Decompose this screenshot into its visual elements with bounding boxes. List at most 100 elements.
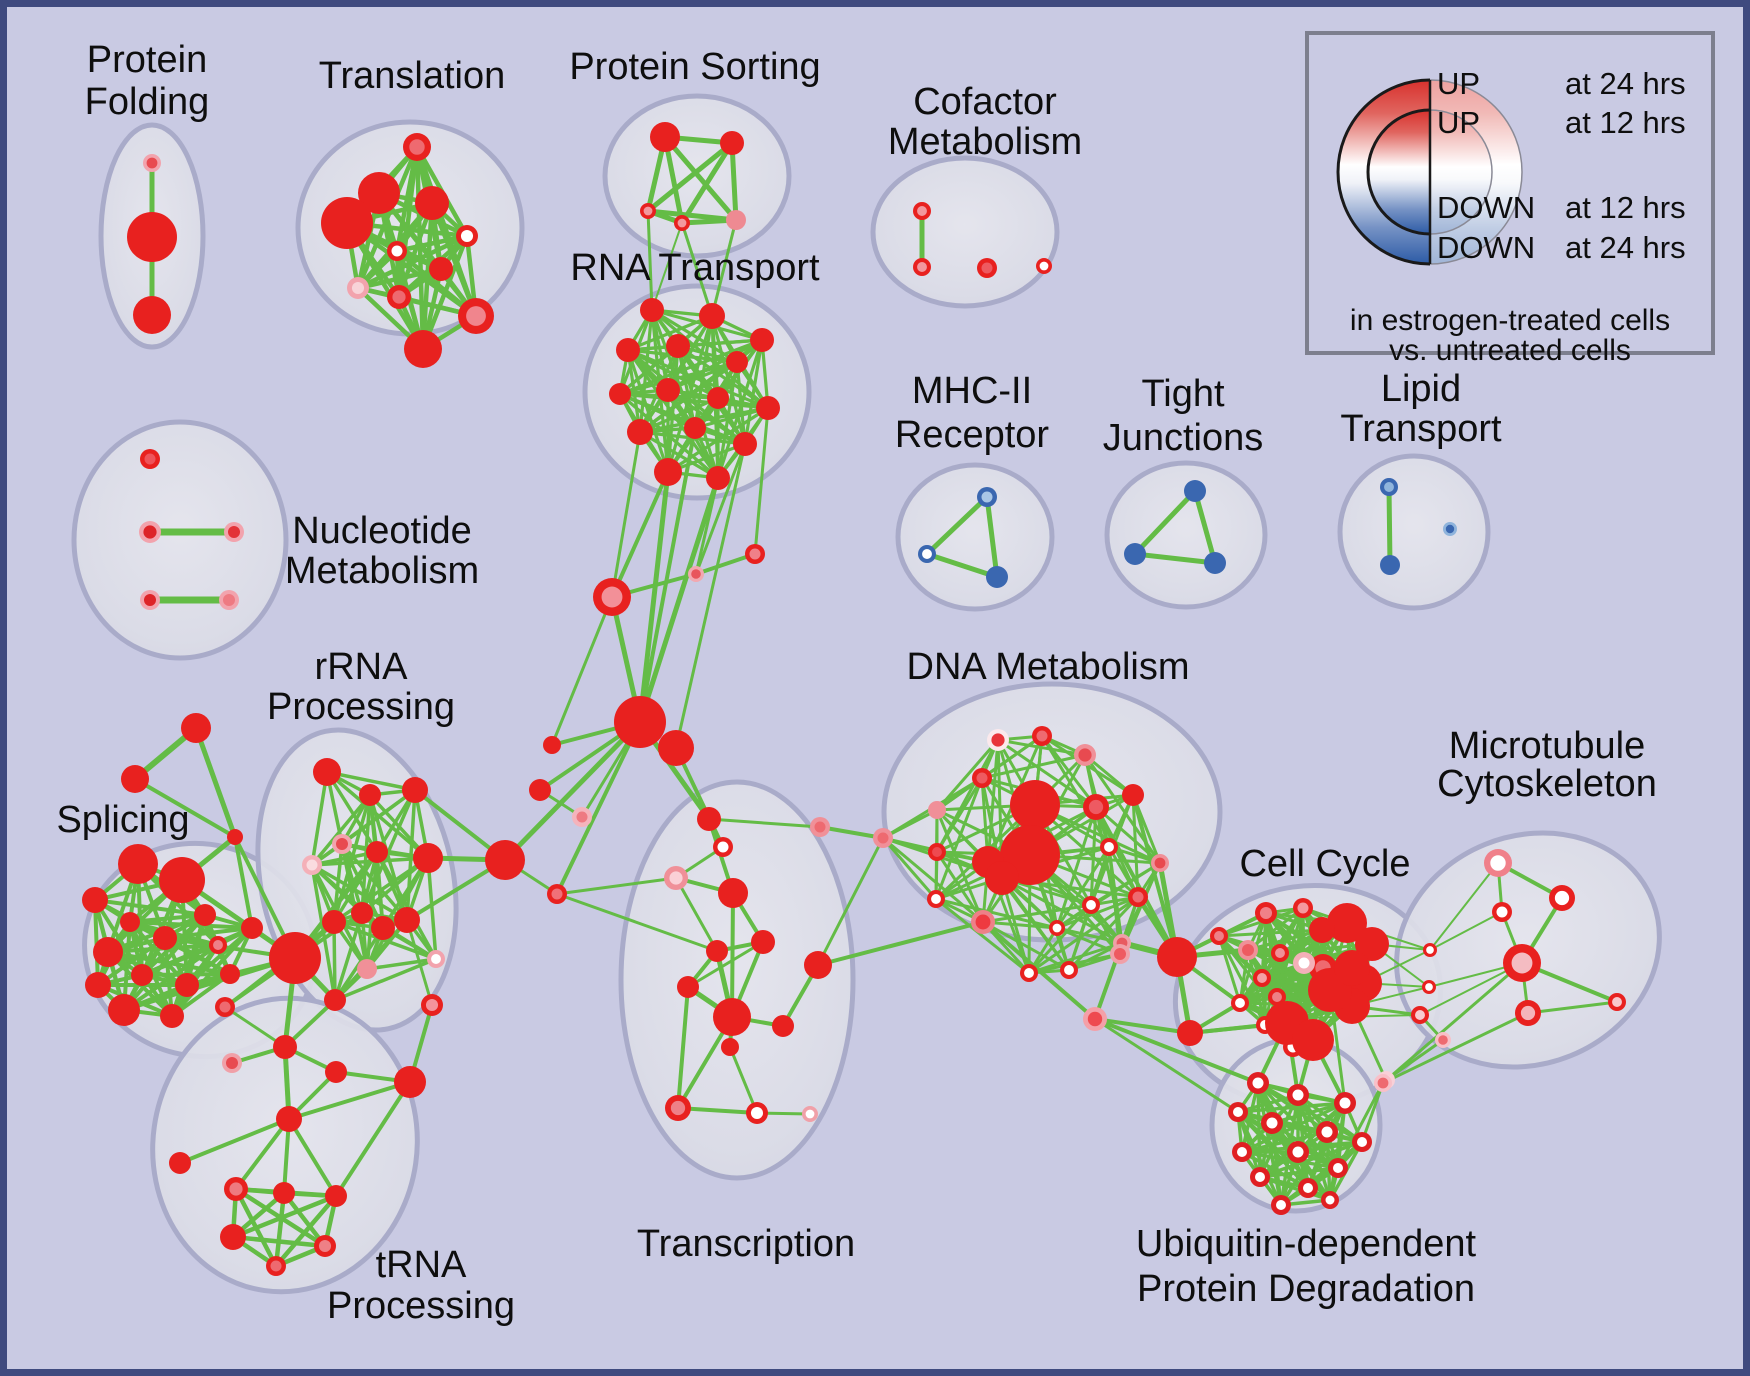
network-node xyxy=(1157,937,1197,977)
network-edge xyxy=(934,897,1059,930)
network-node xyxy=(658,730,694,766)
cluster-ellipse-mhc-ii-receptor xyxy=(895,462,1055,612)
network-node xyxy=(160,1004,184,1028)
network-edge xyxy=(986,738,1000,864)
network-node xyxy=(169,1152,191,1174)
network-edge xyxy=(1360,1081,1385,1144)
network-node xyxy=(1184,480,1206,502)
network-node xyxy=(706,940,728,962)
network-node-core xyxy=(1255,1172,1265,1182)
network-node xyxy=(609,383,631,405)
network-edge xyxy=(1429,862,1499,951)
network-node-core xyxy=(1242,944,1254,956)
network-node xyxy=(733,432,757,456)
network-node-core xyxy=(981,262,993,274)
network-edge xyxy=(1258,1166,1340,1179)
network-node xyxy=(1380,555,1400,575)
network-node xyxy=(273,1182,295,1204)
network-node xyxy=(1124,543,1146,565)
network-node xyxy=(1309,917,1335,943)
network-edge xyxy=(816,836,885,967)
network-node-core xyxy=(1339,1097,1351,1109)
network-node-core xyxy=(1612,997,1622,1007)
cluster-label-lipid-transport: Lipid xyxy=(1381,368,1461,410)
cluster-label-lipid-transport: Transport xyxy=(1340,408,1502,450)
network-edge xyxy=(730,891,735,1019)
network-edge xyxy=(935,776,984,854)
cluster-label-rna-transport: RNA Transport xyxy=(570,247,820,289)
network-edge xyxy=(310,863,409,922)
cluster-label-mhc-ii-receptor: MHC-II xyxy=(912,370,1032,412)
network-node xyxy=(726,351,748,373)
cluster-label-mhc-ii-receptor: Receptor xyxy=(895,414,1050,456)
network-edge xyxy=(1055,895,1140,930)
network-node xyxy=(756,396,780,420)
network-node xyxy=(227,829,243,845)
network-edge xyxy=(981,920,1059,930)
network-edge xyxy=(332,920,337,1002)
network-node-core xyxy=(976,772,988,784)
network-edge xyxy=(1258,1175,1332,1202)
network-node xyxy=(322,910,346,934)
legend-term: DOWN xyxy=(1437,230,1535,265)
network-node-core xyxy=(931,894,941,904)
network-node xyxy=(1292,1019,1334,1061)
network-edge xyxy=(555,876,678,896)
network-edge xyxy=(638,426,697,724)
network-node-core xyxy=(351,281,365,295)
network-edge xyxy=(394,233,470,254)
network-node-core xyxy=(1445,524,1455,534)
network-edge xyxy=(686,940,765,989)
network-node xyxy=(394,907,420,933)
network-node-core xyxy=(991,733,1005,747)
network-edge xyxy=(694,552,757,576)
network-edge xyxy=(122,943,220,1012)
network-node-core xyxy=(669,871,683,885)
legend-time: at 12 hrs xyxy=(1565,105,1686,140)
legend-term: DOWN xyxy=(1437,190,1535,225)
network-node-core xyxy=(1064,965,1074,975)
network-edge xyxy=(637,475,721,725)
network-node xyxy=(194,904,216,926)
network-node xyxy=(986,566,1008,588)
network-node-core xyxy=(750,1106,764,1120)
network-node-core xyxy=(717,841,729,853)
cluster-label-tight-junctions: Tight xyxy=(1141,373,1225,415)
network-node-core xyxy=(336,838,348,850)
legend-faded-half xyxy=(1430,80,1522,264)
network-node-core xyxy=(922,549,932,559)
network-node xyxy=(133,296,171,334)
network-node-core xyxy=(409,139,425,155)
network-edge xyxy=(273,1190,287,1269)
legend-inner-arc-right xyxy=(1429,109,1493,235)
network-node xyxy=(726,210,746,230)
cluster-ellipse-trna-processing xyxy=(150,995,420,1295)
network-node xyxy=(276,1106,302,1132)
network-edge xyxy=(935,808,985,924)
cluster-label-cofactor-metabolism: Metabolism xyxy=(888,121,1082,163)
network-node xyxy=(656,378,680,402)
network-node xyxy=(82,887,108,913)
legend-time: at 24 hrs xyxy=(1565,66,1686,101)
network-node-core xyxy=(1276,1200,1286,1210)
cluster-label-microtubule-cytoskeleton: Microtubule xyxy=(1449,725,1645,767)
network-edge xyxy=(1132,551,1218,566)
network-node-core xyxy=(1078,748,1092,762)
network-node-core xyxy=(1252,1077,1264,1089)
network-node xyxy=(402,777,428,803)
cluster-label-ubiquitin-degradation: Ubiquitin-dependent xyxy=(1136,1223,1477,1265)
network-node-core xyxy=(1425,983,1433,991)
network-node-core xyxy=(1233,1107,1243,1117)
network-node-core xyxy=(917,262,927,272)
network-node xyxy=(1122,784,1144,806)
network-edge xyxy=(676,338,764,348)
network-node xyxy=(153,926,177,950)
network-edge xyxy=(234,1117,291,1191)
network-node-core xyxy=(1039,261,1049,271)
network-node xyxy=(750,328,774,352)
network-node-core xyxy=(1214,931,1224,941)
network-edge xyxy=(881,808,939,840)
network-node xyxy=(371,916,395,940)
network-node-core xyxy=(1235,998,1245,1008)
